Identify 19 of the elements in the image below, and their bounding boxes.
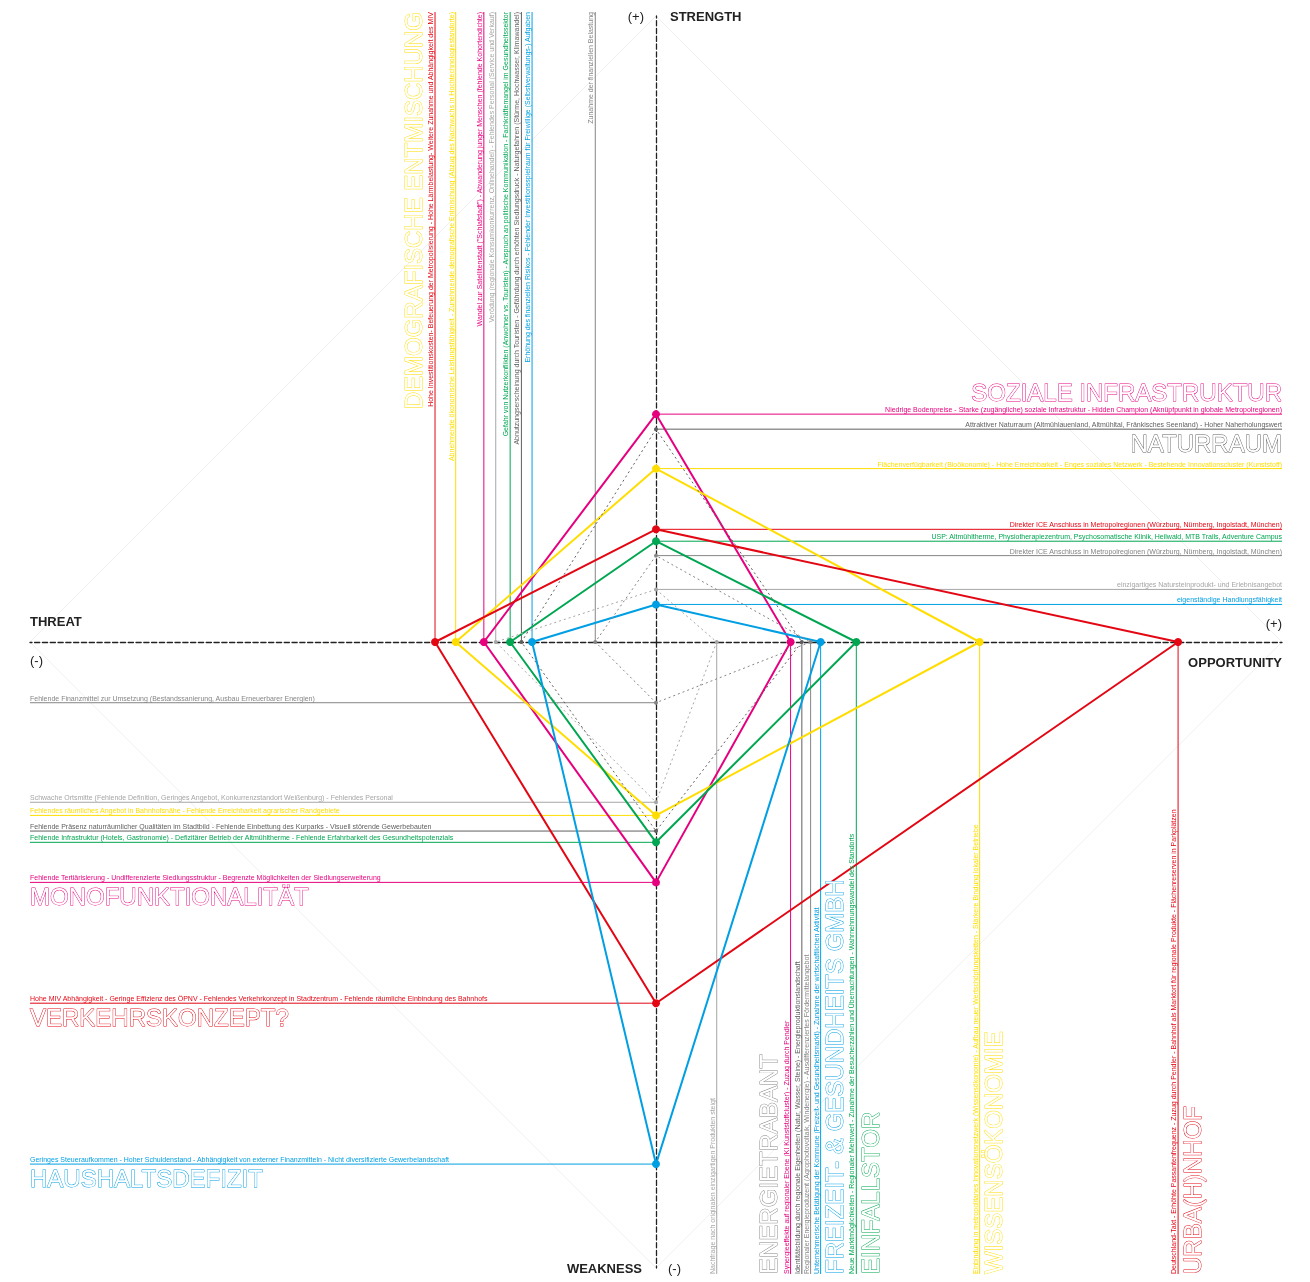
text: (-) bbox=[668, 1260, 681, 1276]
text: SOZIALE INFRASTRUKTUR bbox=[971, 378, 1282, 406]
text: FREIZEIT- & GESUNDHEITS GMBH bbox=[821, 879, 849, 1274]
text: DEMOGRAFISCHE ENTMISCHUNG bbox=[399, 12, 427, 410]
text: HAUSHALTSDEFIZIT bbox=[30, 1164, 264, 1192]
text: VERKEHRSKONZEPT? bbox=[30, 1003, 289, 1031]
text: EINFALLSTOR bbox=[856, 1111, 884, 1274]
spoke-label: STRENGTH bbox=[670, 8, 742, 24]
spoke-label: WEAKNESS bbox=[566, 1260, 643, 1276]
text: (+) bbox=[627, 8, 644, 24]
text: ENERGIETRABANT bbox=[755, 1053, 783, 1274]
text: NATURRAUM bbox=[1130, 429, 1282, 457]
text: URBA(H)NHOF bbox=[1178, 1106, 1206, 1274]
text: WISSENSÖKONOMIE bbox=[980, 1031, 1008, 1274]
text: MONOFUNKTIONALITÄT bbox=[30, 882, 310, 910]
spoke-label: OPPORTUNITY bbox=[1188, 655, 1283, 670]
text: (+) bbox=[1265, 616, 1282, 631]
spoke-label: THREAT bbox=[30, 614, 82, 629]
text: (-) bbox=[30, 653, 43, 668]
